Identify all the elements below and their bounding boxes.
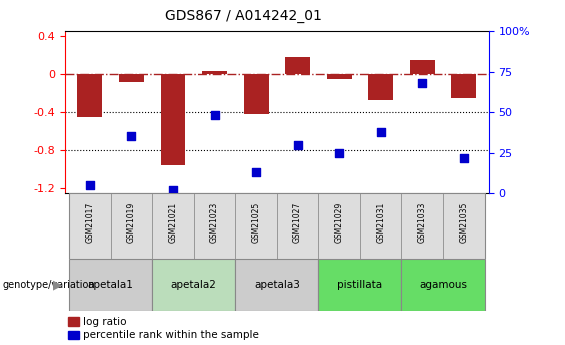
Bar (319, 259, 402, 310)
Text: GSM21035: GSM21035 (459, 202, 468, 243)
Bar (160, 74, 185, 165)
Bar (360, 193, 402, 259)
Bar (368, 74, 393, 100)
Bar (319, 193, 360, 259)
Text: genotype/variation: genotype/variation (3, 280, 95, 289)
Point (459, 155, 468, 160)
Text: ▶: ▶ (53, 278, 62, 291)
Bar (244, 74, 268, 114)
Point (251, 169, 260, 175)
Text: percentile rank within the sample: percentile rank within the sample (83, 330, 259, 339)
Point (334, 150, 344, 155)
Text: apetala2: apetala2 (171, 280, 217, 289)
Text: log ratio: log ratio (83, 317, 126, 326)
Text: GSM21025: GSM21025 (251, 202, 260, 243)
Text: GSM21017: GSM21017 (85, 202, 94, 243)
Point (168, 187, 177, 193)
Bar (451, 74, 476, 98)
Text: GSM21033: GSM21033 (418, 202, 427, 243)
Point (376, 129, 385, 134)
Bar (402, 259, 485, 310)
Text: GSM21021: GSM21021 (168, 202, 177, 243)
Text: agamous: agamous (419, 280, 467, 289)
Bar (402, 193, 443, 259)
Text: apetala1: apetala1 (88, 280, 133, 289)
Text: GSM21027: GSM21027 (293, 202, 302, 243)
Bar (111, 193, 152, 259)
Point (293, 142, 302, 147)
Bar (152, 193, 194, 259)
Point (127, 134, 136, 139)
Bar (327, 74, 351, 79)
Bar (235, 259, 319, 310)
Bar (194, 193, 235, 259)
Text: GSM21031: GSM21031 (376, 202, 385, 243)
Bar (443, 193, 485, 259)
Point (418, 80, 427, 86)
Bar (119, 74, 144, 82)
Text: GDS867 / A014242_01: GDS867 / A014242_01 (164, 9, 321, 23)
Bar (285, 57, 310, 74)
Bar (77, 74, 102, 117)
Bar (69, 259, 152, 310)
Bar (202, 71, 227, 74)
Bar (277, 193, 319, 259)
Point (210, 112, 219, 118)
Bar (69, 193, 111, 259)
Text: GSM21019: GSM21019 (127, 202, 136, 243)
Bar (410, 60, 434, 74)
Point (85, 183, 94, 188)
Text: GSM21029: GSM21029 (334, 202, 344, 243)
Bar (235, 193, 277, 259)
Text: GSM21023: GSM21023 (210, 202, 219, 243)
Text: pistillata: pistillata (337, 280, 383, 289)
Bar (68, 317, 79, 326)
Bar (68, 331, 79, 339)
Text: apetala3: apetala3 (254, 280, 300, 289)
Bar (152, 259, 235, 310)
